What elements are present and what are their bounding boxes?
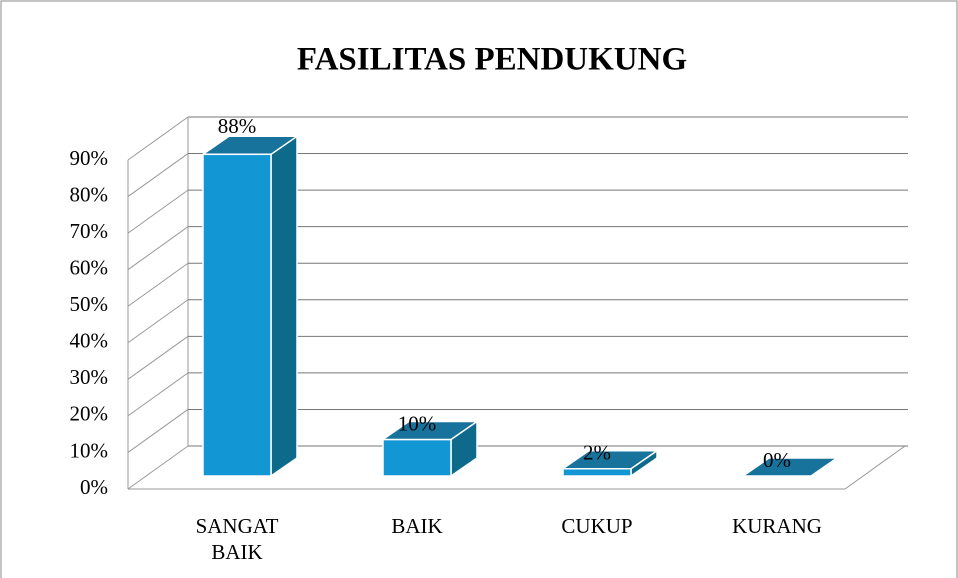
y-tick-label: 70% [70,219,109,243]
grid-diagonal [127,226,189,271]
data-label: 0% [763,448,791,472]
x-tick-label: CUKUP [561,514,633,538]
bar-top [740,457,840,477]
y-tick-label: 80% [70,182,109,206]
grid-diagonal [127,372,189,417]
y-tick-label: 30% [70,365,109,389]
y-tick-label: 20% [70,402,109,426]
grid-diagonal [127,262,189,307]
data-label: 88% [218,114,257,138]
grid-diagonal [127,335,189,380]
bar-top [380,420,480,441]
grid-diagonal [127,445,189,490]
y-tick-label: 40% [70,329,109,353]
y-tick-label: 60% [70,255,109,279]
chart-title: FASILITAS PENDUKUNG [297,42,687,78]
data-label: 2% [583,441,611,465]
bar [562,467,632,477]
grid-diagonal [127,409,189,453]
data-label: 10% [398,411,437,435]
x-tick-label: SANGAT BAIK [195,514,279,564]
x-tick-label: KURANG [732,514,822,538]
y-tick-label: 10% [70,438,109,462]
bar-top [200,135,300,156]
y-tick-label: 50% [70,292,109,316]
x-tick-label: BAIK [391,514,443,538]
bar [382,438,452,477]
bar-top [560,449,660,470]
grid-diagonal [127,153,189,197]
floor-right [844,445,906,490]
bar [202,153,272,477]
grid-diagonal [127,299,189,344]
grid-diagonal [127,116,189,161]
grid-diagonal [127,189,189,234]
y-tick-label: 90% [70,146,109,170]
y-tick-label: 0% [80,475,108,499]
bar-side [270,134,298,478]
